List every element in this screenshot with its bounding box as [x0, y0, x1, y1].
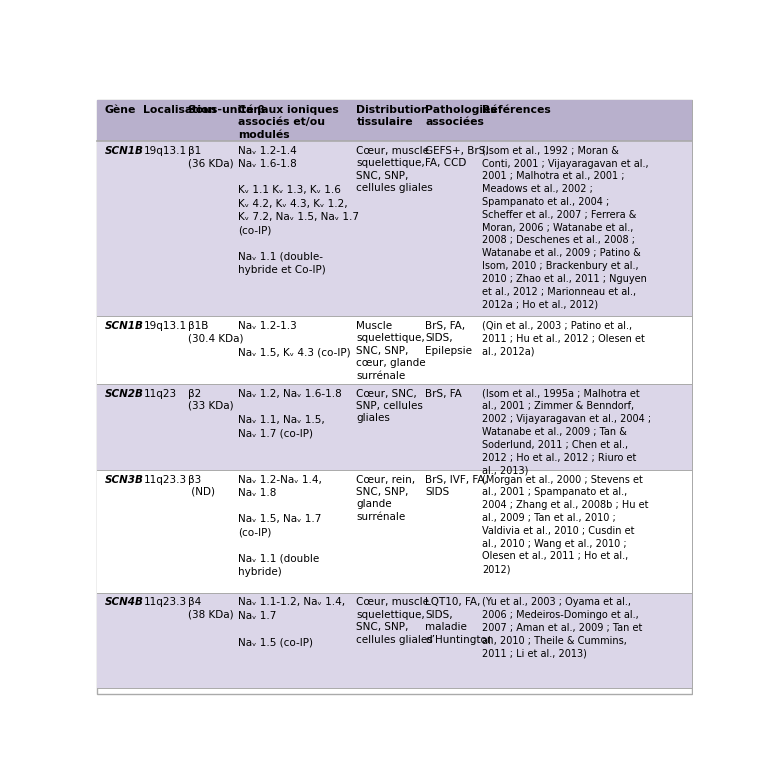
- Text: Naᵥ 1.2, Naᵥ 1.6-1.8

Naᵥ 1.1, Naᵥ 1.5,
Naᵥ 1.7 (co-IP): Naᵥ 1.2, Naᵥ 1.6-1.8 Naᵥ 1.1, Naᵥ 1.5, N…: [238, 388, 342, 438]
- Text: BrS, FA: BrS, FA: [425, 388, 462, 399]
- Bar: [98, 384, 691, 470]
- Text: SCN1B: SCN1B: [105, 321, 143, 331]
- Text: Localisation: Localisation: [143, 105, 216, 115]
- Text: GEFS+, BrS,
FA, CCD: GEFS+, BrS, FA, CCD: [425, 146, 489, 168]
- Text: β1B
(30.4 KDa): β1B (30.4 KDa): [188, 321, 243, 343]
- Bar: [98, 100, 691, 141]
- Text: Cœur, SNC,
SNP, cellules
gliales: Cœur, SNC, SNP, cellules gliales: [357, 388, 424, 424]
- Text: Pathologies
associées: Pathologies associées: [425, 105, 497, 127]
- Text: SCN1B: SCN1B: [105, 146, 143, 156]
- Text: Sous-unité β: Sous-unité β: [188, 105, 266, 115]
- Text: (Isom et al., 1992 ; Moran &
Conti, 2001 ; Vijayaragavan et al.,
2001 ; Malhotra: (Isom et al., 1992 ; Moran & Conti, 2001…: [482, 146, 648, 309]
- Bar: [98, 593, 691, 687]
- Text: 19q13.1: 19q13.1: [143, 321, 186, 331]
- Text: 11q23: 11q23: [143, 388, 176, 399]
- Text: (Isom et al., 1995a ; Malhotra et
al., 2001 ; Zimmer & Benndorf,
2002 ; Vijayara: (Isom et al., 1995a ; Malhotra et al., 2…: [482, 388, 651, 475]
- Text: β2
(33 KDa): β2 (33 KDa): [188, 388, 234, 411]
- Text: β1
(36 KDa): β1 (36 KDa): [188, 146, 234, 168]
- Text: Naᵥ 1.1-1.2, Naᵥ 1.4,
Naᵥ 1.7

Naᵥ 1.5 (co-IP): Naᵥ 1.1-1.2, Naᵥ 1.4, Naᵥ 1.7 Naᵥ 1.5 (c…: [238, 597, 346, 647]
- Text: 11q23.3: 11q23.3: [143, 597, 186, 608]
- Text: LQT10, FA,
SIDS,
maladie
d’Huntington: LQT10, FA, SIDS, maladie d’Huntington: [425, 597, 494, 644]
- Text: Cœur, muscle
squelettique,
SNC, SNP,
cellules gliales: Cœur, muscle squelettique, SNC, SNP, cel…: [357, 146, 434, 193]
- Text: Cœur, muscle
squelettique,
SNC, SNP,
cellules gliales: Cœur, muscle squelettique, SNC, SNP, cel…: [357, 597, 434, 644]
- Text: Références: Références: [482, 105, 551, 115]
- Text: (Morgan et al., 2000 ; Stevens et
al., 2001 ; Spampanato et al.,
2004 ; Zhang et: (Morgan et al., 2000 ; Stevens et al., 2…: [482, 474, 648, 574]
- Text: 11q23.3: 11q23.3: [143, 474, 186, 485]
- Text: Naᵥ 1.2-1.4
Naᵥ 1.6-1.8

Kᵥ 1.1 Kᵥ 1.3, Kᵥ 1.6
Kᵥ 4.2, Kᵥ 4.3, Kᵥ 1.2,
Kᵥ 7.2, N: Naᵥ 1.2-1.4 Naᵥ 1.6-1.8 Kᵥ 1.1 Kᵥ 1.3, K…: [238, 146, 360, 275]
- Text: SCN4B: SCN4B: [105, 597, 143, 608]
- Text: Distribution
tissulaire: Distribution tissulaire: [357, 105, 429, 127]
- Text: (Qin et al., 2003 ; Patino et al.,
2011 ; Hu et al., 2012 ; Olesen et
al., 2012a: (Qin et al., 2003 ; Patino et al., 2011 …: [482, 321, 644, 356]
- Text: Naᵥ 1.2-1.3

Naᵥ 1.5, Kᵥ 4.3 (co-IP): Naᵥ 1.2-1.3 Naᵥ 1.5, Kᵥ 4.3 (co-IP): [238, 321, 351, 357]
- Text: Naᵥ 1.2-Naᵥ 1.4,
Naᵥ 1.8

Naᵥ 1.5, Naᵥ 1.7
(co-IP)

Naᵥ 1.1 (double
hybride): Naᵥ 1.2-Naᵥ 1.4, Naᵥ 1.8 Naᵥ 1.5, Naᵥ 1.…: [238, 474, 322, 577]
- Text: β3
 (ND): β3 (ND): [188, 474, 215, 497]
- Text: BrS, FA,
SIDS,
Epilepsie: BrS, FA, SIDS, Epilepsie: [425, 321, 472, 355]
- Text: β4
(38 KDa): β4 (38 KDa): [188, 597, 234, 620]
- Text: SCN2B: SCN2B: [105, 388, 143, 399]
- Text: Muscle
squelettique,
SNC, SNP,
cœur, glande
surrénale: Muscle squelettique, SNC, SNP, cœur, gla…: [357, 321, 426, 381]
- Text: SCN3B: SCN3B: [105, 474, 143, 485]
- Text: Gène: Gène: [105, 105, 136, 115]
- Bar: [98, 141, 691, 316]
- Bar: [98, 316, 691, 384]
- Text: (Yu et al., 2003 ; Oyama et al.,
2006 ; Medeiros-Domingo et al.,
2007 ; Aman et : (Yu et al., 2003 ; Oyama et al., 2006 ; …: [482, 597, 642, 659]
- Text: Canaux ioniques
associés et/ou
modulés: Canaux ioniques associés et/ou modulés: [238, 105, 339, 139]
- Text: BrS, IVF, FA,
SIDS: BrS, IVF, FA, SIDS: [425, 474, 488, 497]
- Bar: [98, 470, 691, 593]
- Text: Cœur, rein,
SNC, SNP,
glande
surrénale: Cœur, rein, SNC, SNP, glande surrénale: [357, 474, 416, 521]
- Text: 19q13.1: 19q13.1: [143, 146, 186, 156]
